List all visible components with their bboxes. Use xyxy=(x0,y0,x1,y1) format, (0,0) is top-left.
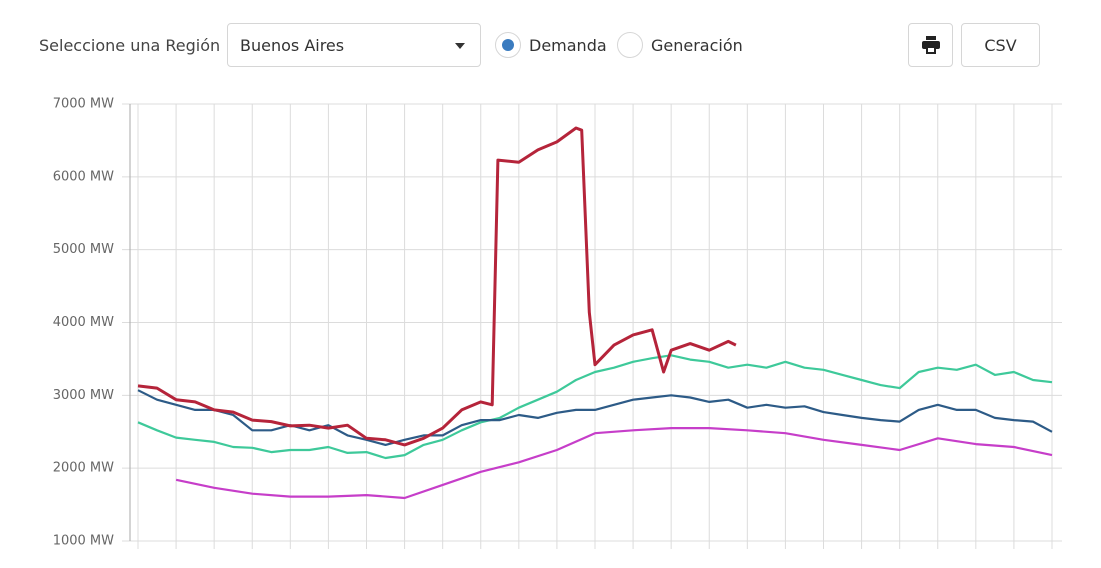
y-tick-label: 4000 MW xyxy=(53,315,114,330)
caret xyxy=(455,43,465,49)
y-tick-label: 6000 MW xyxy=(53,169,114,184)
radio-option[interactable]: Demanda xyxy=(495,31,607,59)
region-select[interactable]: Buenos Aires xyxy=(227,23,481,67)
radio-circle xyxy=(617,32,643,58)
y-tick-label: 7000 MW xyxy=(53,97,114,112)
print-button[interactable] xyxy=(908,23,953,67)
series-line xyxy=(137,354,1053,460)
region-value: Buenos Aires xyxy=(240,36,345,55)
y-tick-label: 3000 MW xyxy=(53,388,114,403)
radio-circle xyxy=(495,32,521,58)
radio-option[interactable]: Generación xyxy=(617,31,743,59)
y-tick-label: 1000 MW xyxy=(53,534,114,549)
radio-label: Generación xyxy=(651,35,743,55)
csv-button[interactable]: CSV xyxy=(961,23,1040,67)
series-line xyxy=(137,389,1053,446)
region-label: Seleccione una Región xyxy=(39,36,221,55)
print-icon xyxy=(921,36,940,54)
y-tick-label: 5000 MW xyxy=(53,242,114,257)
series-line xyxy=(137,126,737,447)
y-tick-label: 2000 MW xyxy=(53,461,114,476)
radio-label: Demanda xyxy=(529,35,607,55)
series-line xyxy=(175,427,1053,500)
